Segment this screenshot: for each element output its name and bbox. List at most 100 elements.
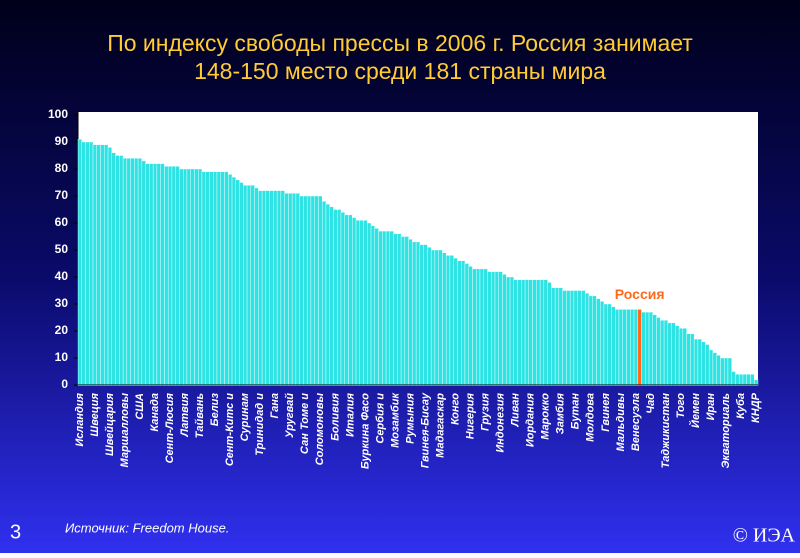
y-tick-label: 50 — [55, 242, 69, 256]
bar — [303, 195, 308, 386]
bar — [554, 287, 560, 386]
bar — [216, 171, 221, 386]
annotation: Россия — [615, 286, 665, 302]
bar — [513, 279, 518, 386]
bar — [355, 220, 360, 386]
x-tick-label: Ливан — [510, 393, 522, 428]
y-tick-label: 80 — [55, 161, 69, 175]
bar — [558, 287, 563, 386]
bar — [385, 230, 391, 386]
bar — [562, 290, 567, 386]
x-tick-label: Куба — [735, 393, 747, 419]
bar — [656, 317, 661, 386]
bar — [194, 168, 199, 386]
bar — [438, 249, 443, 386]
y-tick-label: 60 — [55, 215, 69, 229]
bar — [273, 190, 278, 386]
bar — [611, 306, 616, 386]
bar — [201, 171, 206, 386]
y-tick-label: 100 — [48, 107, 68, 121]
bar — [363, 220, 368, 386]
y-tick-label: 10 — [55, 350, 69, 364]
bar — [167, 166, 173, 386]
bar — [81, 141, 86, 386]
bar — [667, 322, 672, 386]
x-tick-label: Нигерия — [465, 392, 477, 439]
bar — [156, 163, 161, 386]
bar — [509, 276, 515, 386]
bar — [299, 195, 304, 386]
bar — [213, 171, 218, 386]
bar — [378, 230, 383, 386]
bar — [209, 171, 214, 386]
bar — [663, 320, 669, 386]
bar — [521, 279, 526, 386]
bar — [122, 157, 128, 386]
x-tick-label: Белиз — [209, 393, 221, 427]
bar — [96, 144, 101, 386]
bar — [622, 309, 627, 386]
bar — [464, 263, 469, 386]
bar — [697, 338, 702, 386]
bar — [592, 295, 597, 386]
bar — [551, 287, 556, 386]
bar — [524, 279, 530, 386]
x-tick-label: Сербия и — [374, 393, 386, 444]
bar — [367, 222, 372, 386]
bar — [284, 193, 289, 386]
x-tick-label: Гвинея — [600, 392, 612, 431]
bar — [494, 271, 499, 386]
bar — [111, 152, 116, 386]
x-tick-label: Уругвай — [284, 393, 296, 438]
bar — [382, 230, 387, 386]
bar — [577, 290, 582, 386]
x-tick-label: Соломоновы — [314, 392, 326, 465]
bar — [258, 190, 263, 386]
bar — [250, 184, 255, 386]
bar — [528, 279, 533, 386]
bar — [705, 344, 710, 386]
bar — [314, 195, 319, 386]
bar — [104, 144, 109, 386]
bar — [119, 155, 124, 386]
bar — [149, 163, 154, 386]
bar — [400, 236, 406, 386]
bar — [735, 374, 740, 386]
bar — [536, 279, 541, 386]
chart: 0 10 20 30 40 50 60 70 80 90 100 Исландия Швеция Швей… — [48, 107, 762, 469]
x-tick-label: Грузия — [480, 392, 492, 430]
bar — [645, 311, 650, 386]
bar — [408, 238, 413, 386]
x-tick-label: Йемен — [689, 393, 702, 428]
x-tick-label: Швеция — [89, 392, 101, 436]
y-tick-label: 70 — [55, 188, 69, 202]
bar — [329, 206, 334, 386]
bar — [171, 166, 176, 386]
bar — [479, 268, 484, 386]
bar — [742, 374, 747, 386]
y-tick-label: 90 — [55, 134, 69, 148]
bar — [100, 144, 105, 386]
bar — [603, 303, 608, 386]
bar — [77, 139, 82, 386]
bar — [596, 298, 601, 386]
x-tick-label: Суринам — [239, 393, 251, 441]
bar — [344, 214, 349, 386]
bar — [660, 320, 665, 386]
bar — [678, 328, 684, 386]
y-tick-label: 0 — [61, 377, 68, 391]
bar — [310, 195, 315, 386]
bar — [175, 166, 180, 386]
x-tick-label: Марокко — [540, 393, 552, 440]
y-tick-label: 30 — [55, 296, 69, 310]
bar — [397, 233, 402, 386]
bar — [468, 266, 473, 386]
bar — [291, 193, 297, 386]
bar — [457, 260, 462, 386]
bar — [276, 190, 282, 386]
x-tick-label: Сент-Китс и — [224, 393, 236, 466]
bar — [337, 209, 342, 386]
x-tick-label: Конго — [449, 393, 461, 425]
bar — [333, 209, 338, 386]
chart-title: По индексу свободы прессы в 2006 г. Росс… — [107, 30, 693, 56]
